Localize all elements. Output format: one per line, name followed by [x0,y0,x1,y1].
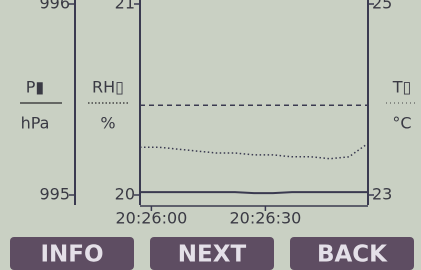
axis-label: T▯ [392,78,412,97]
button-label: NEXT [178,242,247,268]
axis-label: P▮ [26,78,44,97]
x-tick-label: 20:26:00 [115,209,187,228]
axis-label: RH▯ [92,78,124,97]
button[interactable]: INFO [10,237,134,270]
button-label: BACK [317,242,388,268]
series-line [140,143,368,158]
axis-unit: % [100,114,115,133]
button[interactable]: NEXT [150,237,274,270]
button-label: INFO [40,242,103,268]
y-tick-label: 21 [115,0,135,13]
y-tick-label: 20 [115,185,135,204]
y-tick-label: 995 [39,185,70,204]
axis-unit: hPa [21,114,50,133]
y-tick-label: 23 [372,185,392,204]
button[interactable]: BACK [290,237,414,270]
y-tick-label: 996 [39,0,70,13]
device-screen: P▮ hPa 995 996 RH▯% 20 21 T▯ °C 23 25 20:26:00 20:26… [0,0,421,270]
y-tick-label: 25 [372,0,392,13]
x-tick-label: 20:26:30 [229,209,301,228]
series-line [140,192,368,193]
axis-unit: °C [392,114,411,133]
